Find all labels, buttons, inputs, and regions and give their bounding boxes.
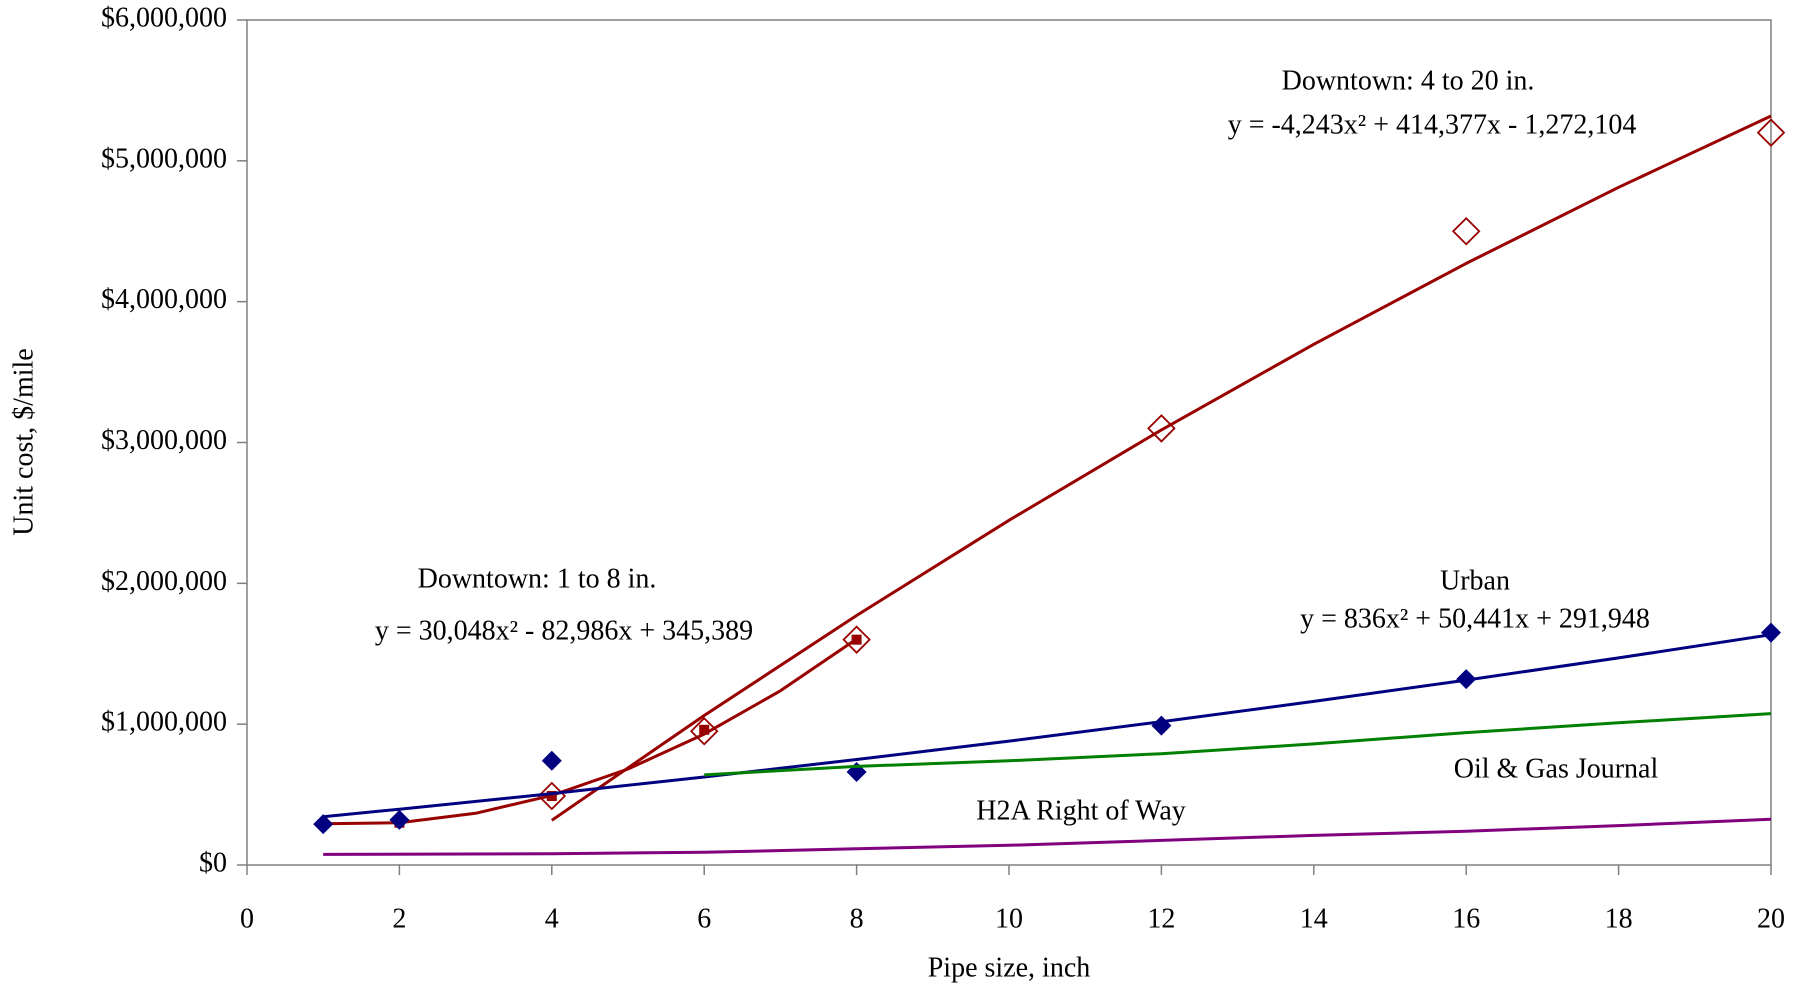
trend-equation: y = -4,243x² + 414,377x - 1,272,104 xyxy=(1228,109,1637,140)
x-tick-label: 0 xyxy=(240,903,254,934)
trend-equation: y = 836x² + 50,441x + 291,948 xyxy=(1300,603,1650,634)
y-tick-label: $5,000,000 xyxy=(101,143,227,174)
series-line xyxy=(704,712,1772,777)
series-label: Urban xyxy=(1440,565,1510,596)
marker xyxy=(389,809,410,830)
y-tick-label: $1,000,000 xyxy=(101,707,227,738)
series-label: Oil & Gas Journal xyxy=(1454,753,1659,784)
y-tick-label: $2,000,000 xyxy=(101,566,227,597)
x-tick-label: 20 xyxy=(1757,903,1785,934)
y-tick-label: $3,000,000 xyxy=(101,425,227,456)
series-label: Downtown: 1 to 8 in. xyxy=(418,563,657,594)
series-label: Downtown: 4 to 20 in. xyxy=(1282,65,1535,96)
marker xyxy=(1761,622,1781,643)
plot-frame xyxy=(246,19,1772,866)
trendline xyxy=(323,637,858,826)
x-tick-label: 16 xyxy=(1452,903,1480,934)
trend-equation: y = 30,048x² - 82,986x + 345,389 xyxy=(375,615,753,646)
marker xyxy=(689,716,719,746)
y-axis-title: Unit cost, $/mile xyxy=(8,348,39,535)
marker xyxy=(842,625,871,654)
trendline xyxy=(550,114,1772,822)
x-tick-label: 2 xyxy=(392,903,406,934)
marker xyxy=(1451,216,1481,246)
marker xyxy=(1756,118,1786,147)
marker xyxy=(541,750,562,771)
marker xyxy=(1456,669,1477,690)
x-tick-label: 12 xyxy=(1147,903,1175,934)
x-tick-label: 10 xyxy=(995,903,1023,934)
marker xyxy=(1151,715,1172,736)
x-tick-label: 18 xyxy=(1605,903,1633,934)
y-tick-label: $0 xyxy=(199,847,227,878)
trendline xyxy=(323,633,1772,819)
x-tick-label: 4 xyxy=(545,903,559,934)
marker xyxy=(546,790,557,801)
marker xyxy=(851,634,862,645)
x-tick-label: 8 xyxy=(850,903,864,934)
x-axis-title: Pipe size, inch xyxy=(928,952,1091,983)
x-tick-label: 6 xyxy=(697,903,711,934)
y-tick-label: $6,000,000 xyxy=(101,2,227,33)
series-label: H2A Right of Way xyxy=(976,795,1186,826)
marker xyxy=(313,814,334,835)
marker xyxy=(699,724,710,735)
series-line xyxy=(323,817,1772,856)
y-tick-label: $4,000,000 xyxy=(101,284,227,315)
marker xyxy=(1147,414,1176,443)
x-tick-label: 14 xyxy=(1300,903,1328,934)
